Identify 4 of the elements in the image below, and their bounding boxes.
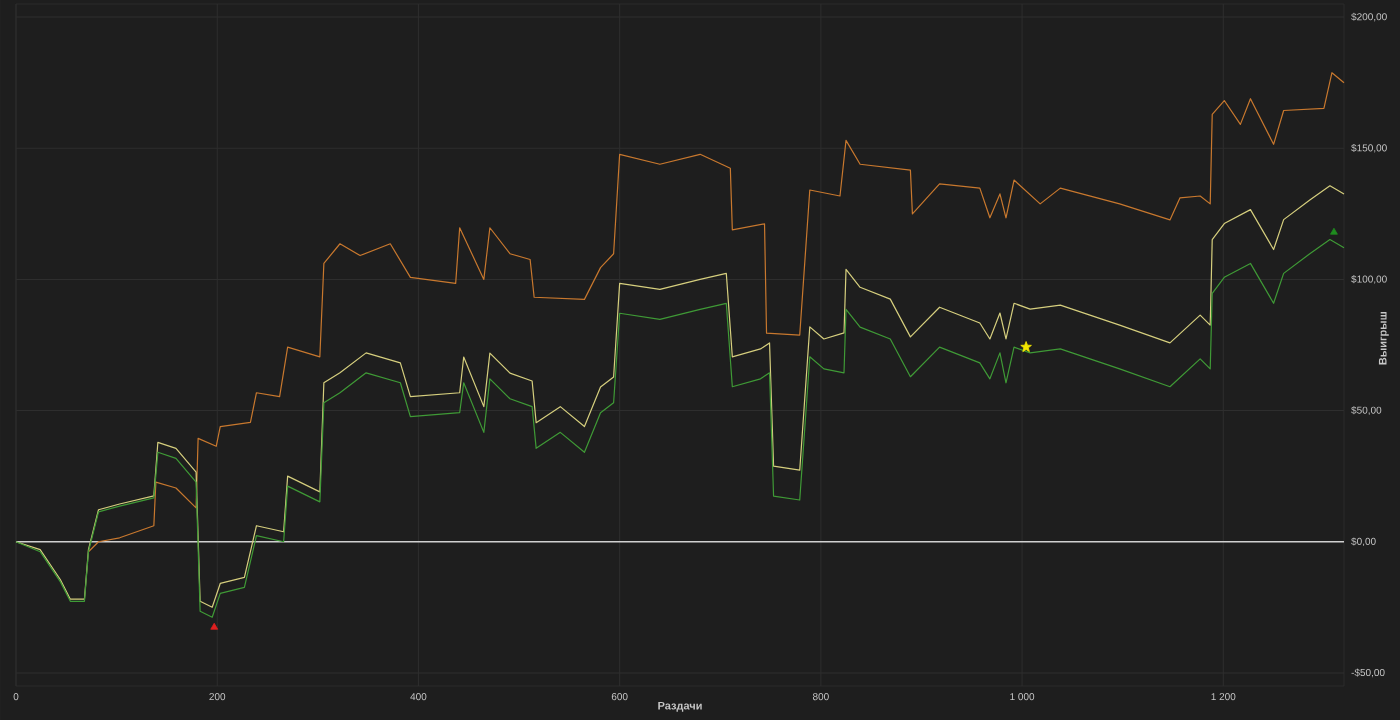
point (1020, 341, 1032, 353)
line-series (87, 72, 1345, 553)
point (210, 622, 219, 630)
point (1330, 227, 1338, 235)
